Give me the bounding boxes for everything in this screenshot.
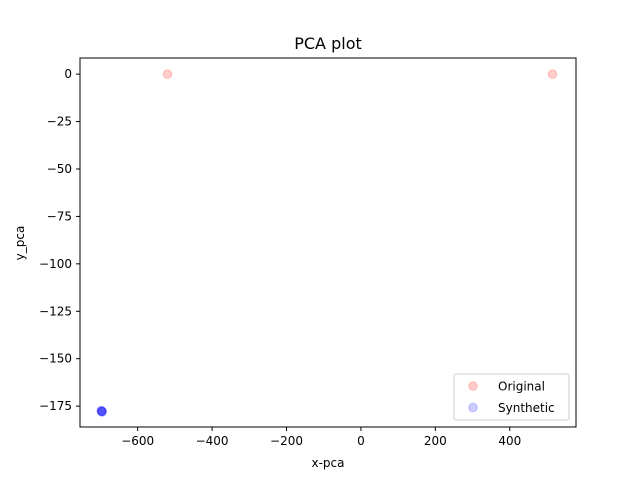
x-tick-label-4: 200 [424, 434, 447, 448]
y-tick-label-5: −125 [39, 304, 72, 318]
legend-marker-original [468, 381, 478, 391]
y-tick-label-1: −25 [47, 115, 72, 129]
y-tick-label-2: −50 [47, 162, 72, 176]
point-synthetic-1 [97, 406, 107, 417]
chart-title: PCA plot [294, 34, 362, 53]
x-tick-label-0: −600 [121, 434, 154, 448]
point-synthetic-4 [96, 406, 107, 417]
point-original-0 [162, 69, 173, 79]
point-synthetic-2 [96, 405, 107, 416]
y-tick-label-6: −150 [39, 352, 72, 366]
x-axis-ticks: −600 −400 −200 0 200 400 [121, 427, 521, 448]
x-tick-label-3: 0 [357, 434, 365, 448]
legend: Original Synthetic [453, 373, 570, 421]
x-axis-label: x-pca [312, 456, 345, 470]
y-tick-label-3: −75 [47, 209, 72, 223]
legend-label-synthetic: Synthetic [498, 401, 555, 415]
y-tick-label-0: 0 [64, 67, 72, 81]
x-tick-label-2: −200 [270, 434, 303, 448]
point-synthetic-0 [96, 406, 107, 416]
y-axis-ticks: 0 −25 −50 −75 −100 −125 −150 −175 [39, 67, 80, 413]
points-layer [96, 69, 558, 417]
x-tick-label-5: 400 [498, 434, 521, 448]
legend-frame [453, 373, 570, 421]
y-tick-label-7: −175 [39, 399, 72, 413]
legend-entries: Original Synthetic [468, 380, 555, 415]
x-tick-label-1: −400 [196, 434, 229, 448]
y-tick-label-4: −100 [39, 257, 72, 271]
legend-marker-synthetic [468, 402, 478, 413]
legend-label-original: Original [498, 380, 545, 394]
point-original-1 [547, 69, 558, 79]
point-synthetic-3 [97, 407, 108, 417]
plot-frame [79, 57, 577, 428]
y-axis-label: y_pca [13, 226, 27, 261]
